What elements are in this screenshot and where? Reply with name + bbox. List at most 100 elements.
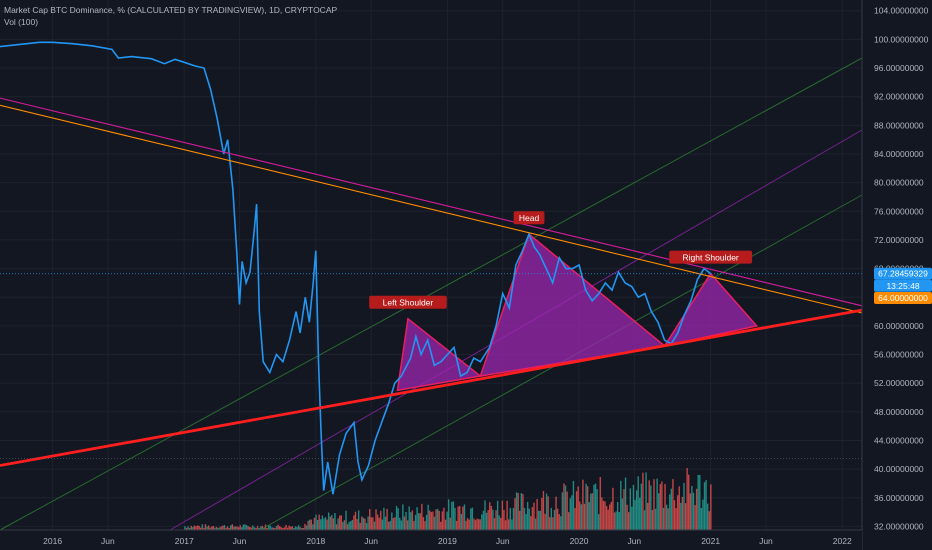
volume-bar [567, 512, 570, 530]
volume-bar [459, 506, 461, 530]
volume-bar [384, 516, 387, 530]
volume-bar [656, 478, 658, 530]
volume-bar [669, 494, 671, 530]
last-price-tag-background [874, 267, 932, 280]
volume-bar [490, 505, 493, 530]
volume-bar [616, 501, 619, 530]
volume-bar [354, 511, 357, 530]
volume-bar [634, 499, 636, 530]
volume-bar [519, 510, 521, 530]
volume-bar [422, 517, 425, 530]
volume-bar [253, 527, 256, 530]
volume-bar [348, 521, 350, 530]
volume-bar [320, 519, 322, 530]
volume-bar [691, 485, 693, 530]
volume-bar [604, 501, 606, 530]
volume-bar [552, 517, 554, 530]
volume-bar [285, 524, 287, 530]
volume-bar [452, 501, 455, 530]
volume-bar [301, 528, 303, 530]
y-tick-label: 40.00000000 [874, 464, 924, 474]
volume-bar [575, 491, 578, 530]
volume-bar [282, 528, 284, 530]
y-tick-label: 52.00000000 [874, 378, 924, 388]
volume-bar [334, 513, 336, 530]
volume-bar [511, 519, 513, 530]
volume-bar [455, 520, 458, 530]
volume-bar [237, 527, 240, 530]
volume-bar [293, 528, 295, 530]
volume-bar [512, 507, 515, 530]
volume-bar [195, 526, 197, 530]
volume-bar [658, 493, 660, 530]
volume-bar [487, 510, 489, 530]
volume-bar [695, 488, 698, 530]
volume-bar [403, 516, 406, 530]
y-tick-label: 44.00000000 [874, 435, 924, 445]
volume-bar [209, 527, 211, 530]
volume-bar [613, 512, 616, 530]
volume-bar [692, 492, 695, 530]
volume-bar [222, 525, 224, 530]
volume-bar [485, 512, 488, 530]
volume-bar [400, 520, 402, 530]
x-tick-label: Jun [101, 536, 115, 546]
volume-bar [474, 520, 477, 530]
volume-bar [702, 499, 704, 530]
volume-bar [705, 480, 707, 530]
pattern-label: Head [519, 213, 540, 223]
volume-bar [523, 507, 526, 530]
volume-bar [670, 488, 673, 530]
volume-bar [380, 510, 382, 530]
resistance-trendline [0, 97, 863, 307]
volume-bar [699, 474, 701, 530]
volume-bar [193, 525, 196, 530]
volume-bar [537, 510, 540, 530]
volume-bar [680, 502, 682, 530]
volume-bar [457, 506, 459, 530]
volume-bar [648, 480, 650, 530]
volume-bar [620, 480, 622, 530]
last-price-tag: 67.28459329 [878, 269, 928, 279]
volume-bar [533, 502, 535, 530]
volume-bar [329, 516, 331, 530]
volume-bar [231, 524, 234, 530]
volume-bar [245, 525, 248, 530]
x-tick-label: Jun [627, 536, 641, 546]
volume-bar [493, 518, 496, 530]
volume-bar [503, 509, 505, 530]
btc-dominance-line [0, 41, 712, 495]
volume-bar [357, 510, 360, 530]
volume-bar [528, 508, 530, 530]
volume-bar [269, 525, 271, 530]
volume-bar [560, 516, 562, 530]
volume-bar [263, 527, 265, 530]
volume-bar [654, 508, 657, 530]
volume-bar [342, 521, 344, 530]
volume-bar [618, 512, 620, 530]
volume-bar [294, 526, 297, 530]
volume-bar [247, 525, 249, 530]
volume-bar [646, 502, 649, 530]
volume-bar [297, 525, 300, 530]
volume-bar [498, 515, 500, 530]
volume-bar [449, 517, 451, 530]
volume-bar [582, 479, 584, 530]
volume-bar [332, 518, 335, 530]
volume-bar [391, 512, 393, 530]
volume-bar [689, 493, 691, 530]
volume-bar [489, 502, 491, 530]
volume-bar [555, 496, 557, 530]
volume-bar [436, 508, 439, 530]
volume-bar [389, 520, 391, 530]
volume-bar [310, 519, 312, 530]
volume-bar [676, 495, 679, 530]
x-axis[interactable]: 2016 Jun 2017 Jun 2018 Jun 2019 Jun 2020 Jun 2021 J… [0, 529, 862, 550]
volume-bar [703, 482, 706, 530]
volume-bar [583, 503, 586, 530]
volume-bar [214, 527, 216, 530]
y-tick-label: 80.00000000 [874, 178, 924, 188]
volume-bar [324, 517, 327, 530]
volume-bar [624, 477, 627, 530]
